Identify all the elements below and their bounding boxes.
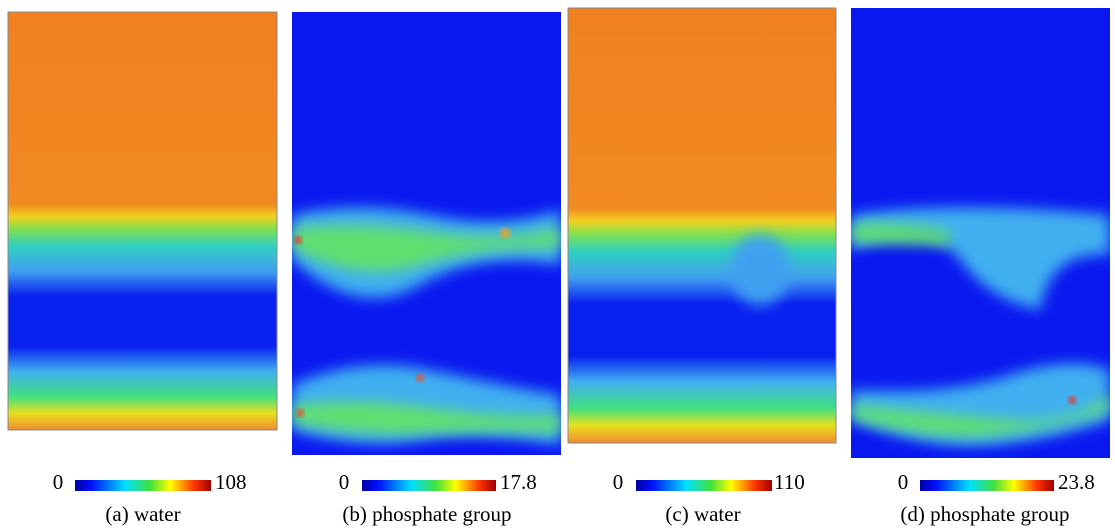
heatmap	[567, 7, 837, 444]
colorbar-min: 0	[53, 470, 64, 494]
heatmap	[7, 11, 278, 431]
caption: (b) phosphate group	[342, 502, 511, 526]
heatmap	[851, 8, 1110, 458]
colorbar-min: 0	[339, 470, 350, 494]
colorbar-max: 110	[774, 470, 805, 494]
colorbar-max: 23.8	[1058, 470, 1095, 494]
colorbar	[362, 480, 496, 491]
caption: (a) water	[105, 502, 180, 526]
caption: (d) phosphate group	[900, 502, 1069, 526]
colorbar-max: 108	[215, 470, 247, 494]
colorbar	[636, 480, 772, 491]
heatmap-feature	[730, 235, 790, 305]
colorbar-min: 0	[613, 470, 624, 494]
caption: (c) water	[665, 502, 740, 526]
colorbar-max: 17.8	[500, 470, 537, 494]
heatmap	[292, 12, 561, 455]
colorbar	[920, 480, 1054, 491]
colorbar-min: 0	[898, 470, 909, 494]
colorbar	[75, 480, 211, 491]
